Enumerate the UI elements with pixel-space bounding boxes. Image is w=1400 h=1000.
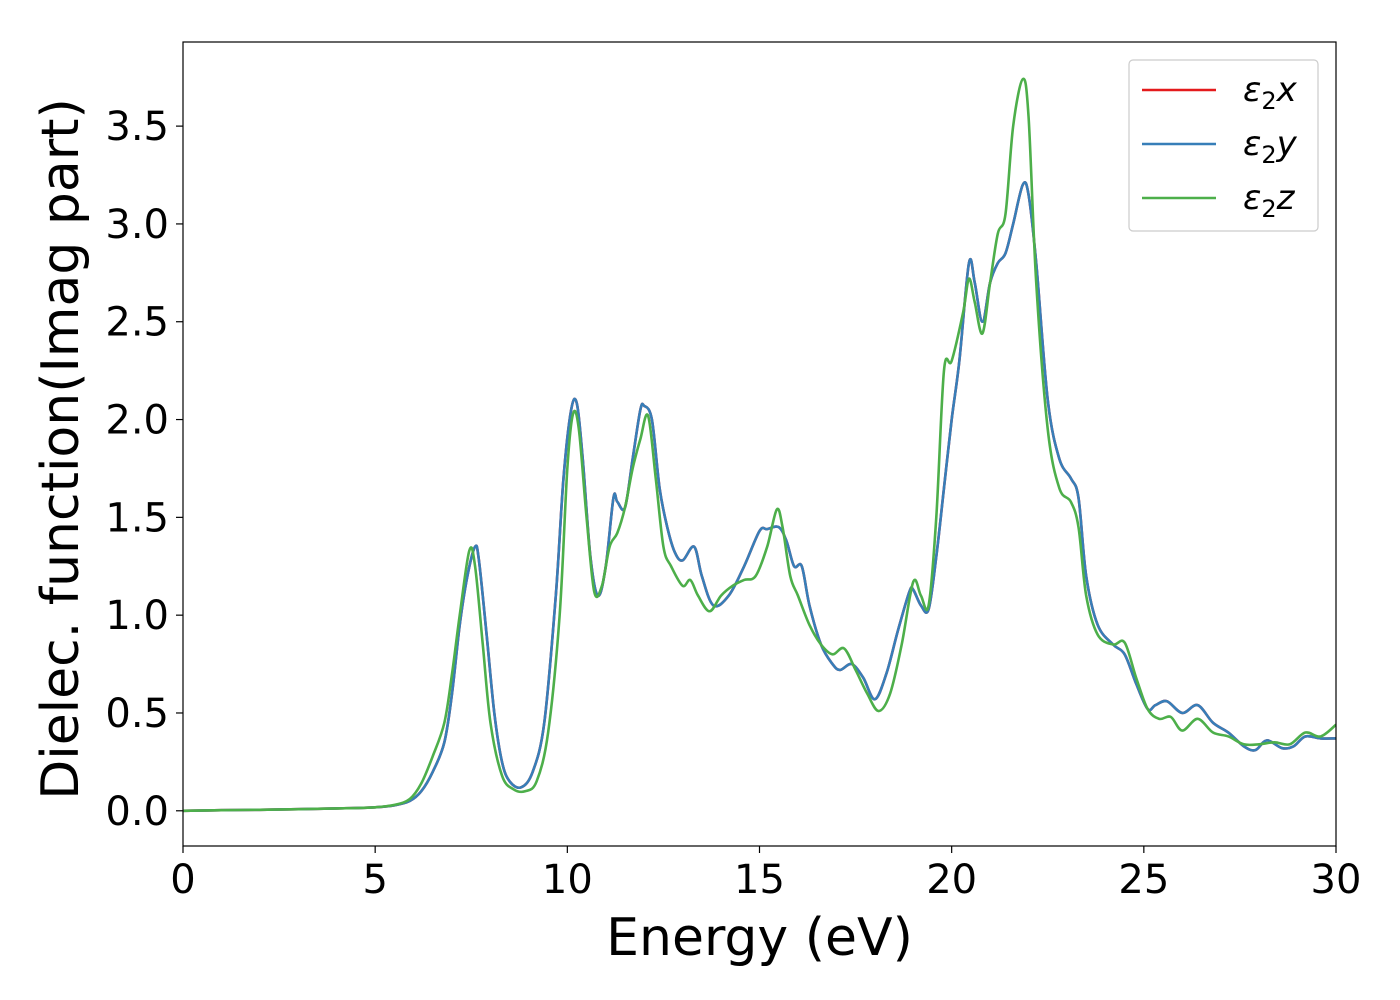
x-tick-label: 20	[926, 857, 977, 903]
y-axis-title: Dielec. function(Imag part)	[31, 98, 91, 800]
x-tick-label: 15	[734, 857, 785, 903]
y-axis: 0.0 0.5 1.0 1.5 2.0 2.5 3.0 3.5	[105, 104, 183, 835]
y-tick-label: 2.5	[105, 300, 169, 346]
x-axis: 0 5 10 15 20 25 30	[170, 846, 1361, 903]
series-line-eps2z	[183, 77, 1336, 813]
y-tick-label: 0.0	[105, 789, 169, 835]
series-layer	[183, 77, 1336, 813]
y-tick-label: 1.5	[105, 495, 169, 541]
x-tick-label: 0	[170, 857, 195, 903]
series-line-eps2y	[183, 181, 1336, 813]
x-tick-label: 5	[362, 857, 387, 903]
legend-label-eps2y: ε2y	[1243, 124, 1298, 169]
y-tick-label: 0.5	[105, 691, 169, 737]
y-tick-label: 3.0	[105, 202, 169, 248]
x-tick-label: 25	[1118, 857, 1169, 903]
x-tick-label: 30	[1311, 857, 1362, 903]
y-tick-label: 1.0	[105, 593, 169, 639]
x-tick-label: 10	[542, 857, 593, 903]
y-tick-label: 3.5	[105, 104, 169, 150]
x-axis-title: Energy (eV)	[606, 908, 913, 968]
y-tick-label: 2.0	[105, 398, 169, 444]
legend-box	[1128, 59, 1319, 232]
legend-label-eps2z: ε2z	[1243, 178, 1296, 223]
legend-label-eps2x: ε2x	[1243, 70, 1298, 115]
legend: ε2x ε2y ε2z	[1128, 59, 1319, 232]
